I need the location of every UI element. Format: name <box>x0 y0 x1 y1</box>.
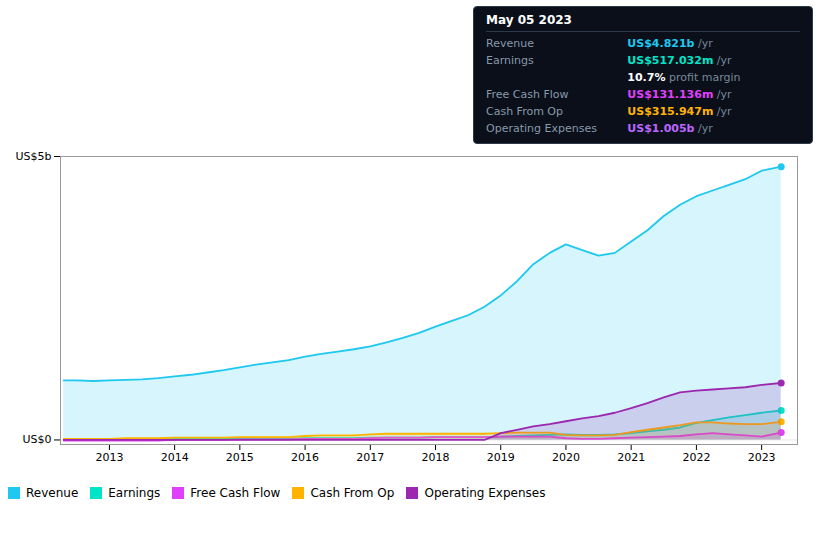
html-text:Earnings: Earnings <box>108 485 161 500</box>
svg-text:2022: 2022 <box>682 451 710 464</box>
html-text:Free Cash Flow: Free Cash Flow <box>486 88 569 101</box>
html-text:Cash From Op: Cash From Op <box>310 485 395 500</box>
html-text:Operating Expenses: Operating Expenses <box>424 485 546 500</box>
html-text:Revenue: Revenue <box>486 37 534 50</box>
svg-text:2017: 2017 <box>356 451 384 464</box>
svg-text:US$0: US$0 <box>22 433 51 446</box>
html-text:Earnings: Earnings <box>486 54 534 67</box>
svg-text:US$5b: US$5b <box>15 150 51 163</box>
svg-text:2013: 2013 <box>95 451 123 464</box>
html-text:Cash From Op: Cash From Op <box>486 105 563 118</box>
html-text:US$1.005b /yr: US$1.005b /yr <box>627 122 713 135</box>
html-text:US$4.821b /yr: US$4.821b /yr <box>627 37 713 50</box>
html-text:US$517.032m /yr: US$517.032m /yr <box>627 54 732 67</box>
html-text:May 05 2023: May 05 2023 <box>486 13 572 27</box>
html-text:10.7% profit margin: 10.7% profit margin <box>627 71 741 84</box>
html-text:Free Cash Flow: Free Cash Flow <box>190 485 281 500</box>
svg-text:2020: 2020 <box>552 451 580 464</box>
html-text:US$315.947m /yr: US$315.947m /yr <box>627 105 732 118</box>
svg-text:2019: 2019 <box>487 451 515 464</box>
svg-text:2015: 2015 <box>226 451 254 464</box>
svg-text:2023: 2023 <box>748 451 776 464</box>
svg-text:2014: 2014 <box>161 451 189 464</box>
html-text:Revenue: Revenue <box>26 485 79 500</box>
html-text:US$131.136m /yr: US$131.136m /yr <box>627 88 732 101</box>
svg-text:2016: 2016 <box>291 451 319 464</box>
svg-text:2018: 2018 <box>422 451 450 464</box>
svg-text:2021: 2021 <box>617 451 645 464</box>
html-text:Operating Expenses: Operating Expenses <box>486 122 597 135</box>
